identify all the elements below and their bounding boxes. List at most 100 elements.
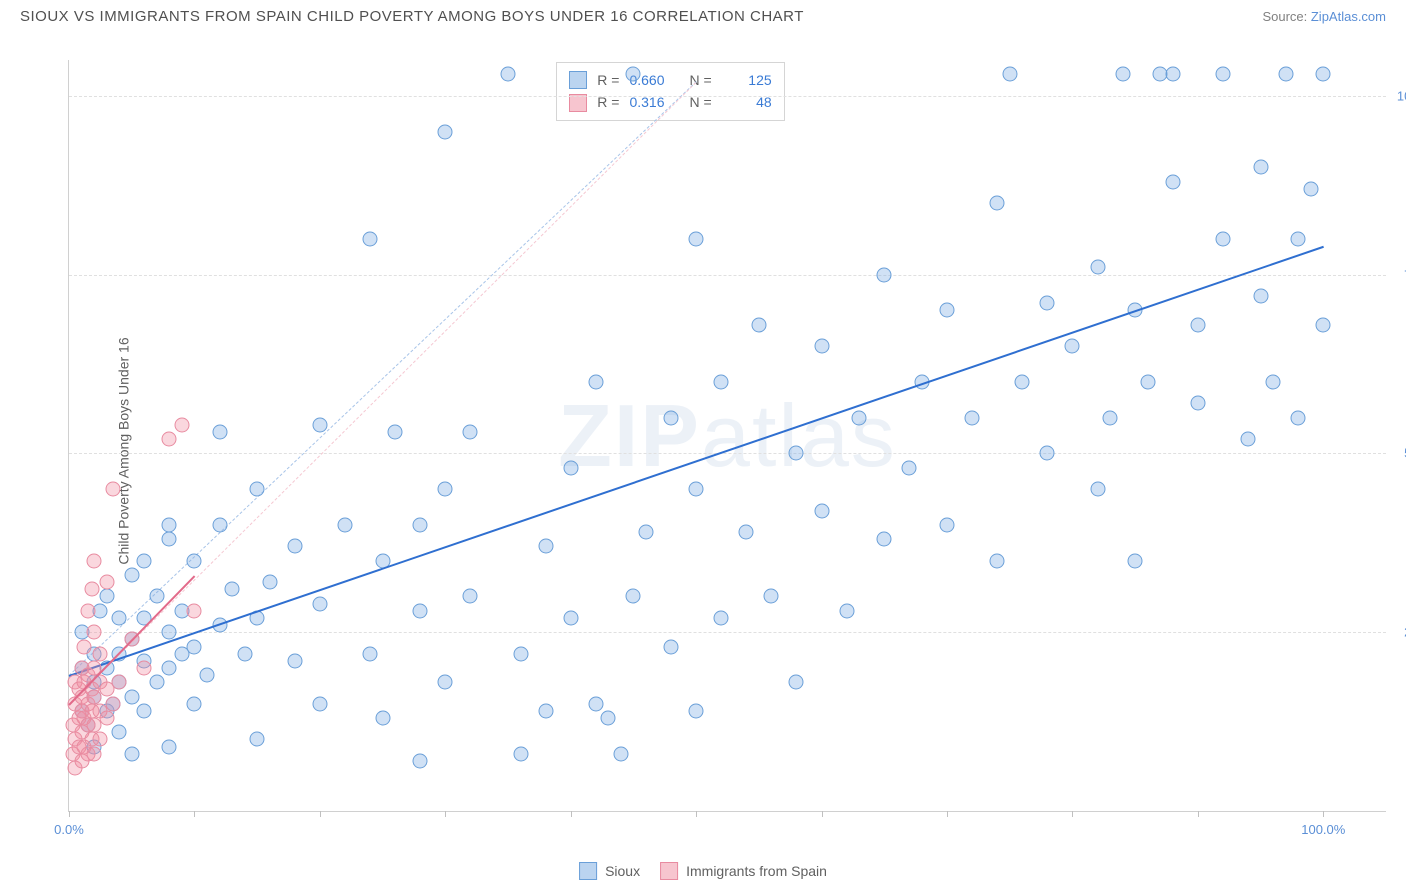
scatter-point [601,711,616,726]
source-link[interactable]: ZipAtlas.com [1311,9,1386,24]
scatter-point [1291,231,1306,246]
scatter-point [137,553,152,568]
scatter-point [287,539,302,554]
gridline-horizontal [69,275,1386,276]
scatter-point [902,460,917,475]
scatter-point [1266,374,1281,389]
legend-item-sioux: Sioux [579,862,640,880]
scatter-point [162,625,177,640]
scatter-point [124,567,139,582]
scatter-point [1128,553,1143,568]
scatter-point [463,424,478,439]
scatter-point [87,625,102,640]
scatter-point [588,696,603,711]
x-tick-mark [69,811,70,817]
scatter-point [940,517,955,532]
scatter-point [174,417,189,432]
scatter-point [1303,181,1318,196]
scatter-point [1190,317,1205,332]
scatter-point [363,646,378,661]
scatter-point [438,482,453,497]
scatter-point [162,532,177,547]
scatter-point [187,603,202,618]
legend: Sioux Immigrants from Spain [579,862,827,880]
scatter-point [563,610,578,625]
scatter-point [1215,231,1230,246]
scatter-point [1015,374,1030,389]
scatter-point [77,639,92,654]
scatter-point [739,525,754,540]
scatter-point [1040,446,1055,461]
scatter-point [413,517,428,532]
scatter-point [839,603,854,618]
x-tick-mark [194,811,195,817]
scatter-point [789,675,804,690]
scatter-point [363,231,378,246]
scatter-point [751,317,766,332]
chart-container: Child Poverty Among Boys Under 16 ZIPatl… [20,60,1386,842]
scatter-point [237,646,252,661]
scatter-point [87,553,102,568]
y-tick-label: 100.0% [1397,88,1406,103]
scatter-point [312,696,327,711]
scatter-point [105,482,120,497]
scatter-point [250,732,265,747]
scatter-point [1278,67,1293,82]
x-tick-mark [320,811,321,817]
scatter-point [413,603,428,618]
scatter-point [1165,174,1180,189]
scatter-point [212,424,227,439]
scatter-point [162,739,177,754]
legend-item-spain: Immigrants from Spain [660,862,827,880]
scatter-point [714,610,729,625]
scatter-point [1241,432,1256,447]
scatter-point [814,339,829,354]
correlation-stats-box: R = 0.660N = 125R = 0.316N = 48 [556,62,784,121]
scatter-point [99,589,114,604]
scatter-point [689,231,704,246]
scatter-point [162,660,177,675]
scatter-point [84,582,99,597]
scatter-point [613,746,628,761]
scatter-point [664,410,679,425]
scatter-point [1253,160,1268,175]
scatter-point [588,374,603,389]
scatter-point [538,703,553,718]
scatter-point [438,675,453,690]
scatter-point [513,646,528,661]
scatter-point [162,432,177,447]
scatter-point [93,646,108,661]
gridline-horizontal [69,96,1386,97]
scatter-point [1291,410,1306,425]
scatter-point [99,575,114,590]
scatter-point [638,525,653,540]
scatter-point [187,696,202,711]
scatter-point [99,711,114,726]
scatter-point [287,653,302,668]
scatter-point [124,689,139,704]
stats-row: R = 0.660N = 125 [569,69,771,91]
scatter-point [388,424,403,439]
scatter-point [112,725,127,740]
scatter-point [199,668,214,683]
scatter-point [1140,374,1155,389]
scatter-point [149,589,164,604]
scatter-point [814,503,829,518]
legend-swatch-blue [579,862,597,880]
scatter-point [250,482,265,497]
scatter-point [187,639,202,654]
scatter-point [877,267,892,282]
x-tick-mark [1198,811,1199,817]
scatter-point [1115,67,1130,82]
scatter-point [563,460,578,475]
x-tick-mark [571,811,572,817]
x-tick-mark [1072,811,1073,817]
x-tick-mark [445,811,446,817]
scatter-point [93,732,108,747]
x-tick-mark [822,811,823,817]
scatter-point [764,589,779,604]
scatter-point [1316,317,1331,332]
x-tick-mark [1323,811,1324,817]
scatter-point [714,374,729,389]
scatter-point [689,703,704,718]
